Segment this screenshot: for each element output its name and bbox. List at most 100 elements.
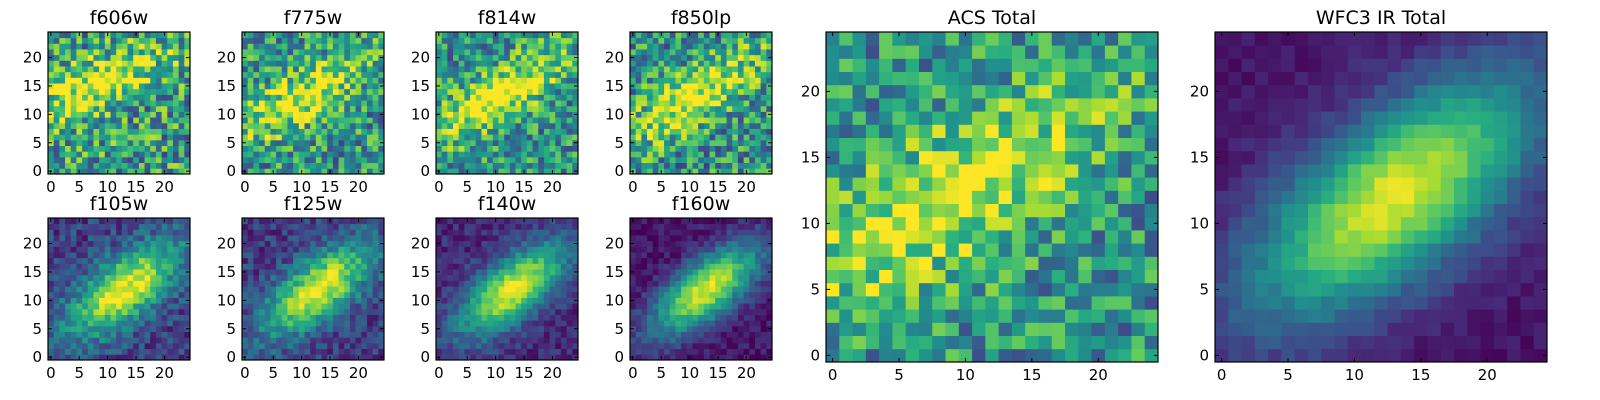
heatmap-cell <box>737 94 744 101</box>
heatmap-cell <box>144 111 151 118</box>
heatmap-cell <box>172 111 180 118</box>
heatmap-cell <box>133 229 140 236</box>
heatmap-cell <box>839 32 853 46</box>
heatmap-cell <box>104 223 111 230</box>
heatmap-cell <box>344 60 351 67</box>
heatmap-cell <box>1011 269 1026 284</box>
heatmap-cell <box>104 134 111 141</box>
heatmap-cell <box>766 128 773 135</box>
heatmap-cell <box>481 342 488 350</box>
heatmap-cell <box>310 235 317 242</box>
heatmap-cell <box>664 94 671 101</box>
heatmap-cell <box>1104 256 1119 270</box>
heatmap-cell <box>498 71 505 78</box>
heatmap-cell <box>532 291 539 298</box>
heatmap-cell <box>1051 32 1066 46</box>
heatmap-cell <box>259 139 266 146</box>
heatmap-cell <box>167 145 174 152</box>
heatmap-cell <box>566 320 573 327</box>
heatmap-cell <box>127 111 134 118</box>
heatmap-cell <box>127 49 134 56</box>
heatmap-cell <box>918 243 933 257</box>
heatmap-cell <box>703 100 710 107</box>
heatmap-cell <box>720 60 727 67</box>
heatmap-cell <box>686 37 693 44</box>
heatmap-cell <box>259 77 266 84</box>
heatmap-cell <box>1104 84 1119 99</box>
heatmap-cell <box>59 60 66 67</box>
heatmap-cell <box>82 88 89 95</box>
heatmap-cell <box>572 77 579 84</box>
heatmap-cell <box>492 122 499 129</box>
heatmap-cell <box>1144 177 1159 191</box>
heatmap-cell <box>366 274 374 281</box>
heatmap-cell <box>709 128 716 135</box>
y-tick-label: 5 <box>810 280 820 298</box>
heatmap-cell <box>664 37 671 44</box>
heatmap-cell <box>1091 137 1106 152</box>
heatmap-cell <box>686 77 693 84</box>
y-tick-label: 10 <box>23 291 42 309</box>
heatmap-cell <box>144 252 151 259</box>
heatmap-cell <box>338 257 345 264</box>
heatmap-cell <box>945 216 960 231</box>
heatmap-cell <box>436 100 443 107</box>
heatmap-cell <box>1065 296 1079 310</box>
heatmap-cell <box>566 66 573 73</box>
heatmap-cell <box>184 263 191 270</box>
heatmap-cell <box>76 320 83 327</box>
heatmap-cell <box>1011 335 1026 350</box>
x-tick-label: 15 <box>126 178 145 196</box>
heatmap-cell <box>121 156 128 164</box>
heatmap-cell <box>247 257 254 264</box>
heatmap-cell <box>703 128 710 135</box>
heatmap-cell <box>464 291 471 298</box>
heatmap-cell <box>366 314 374 321</box>
heatmap-cell <box>338 235 345 242</box>
heatmap-cell <box>247 54 254 61</box>
heatmap-cell <box>378 218 385 225</box>
heatmap-cell <box>298 320 305 327</box>
heatmap-cell <box>839 230 853 244</box>
heatmap-cell <box>349 314 356 321</box>
heatmap-cell <box>498 331 505 338</box>
heatmap-cell <box>509 291 516 298</box>
heatmap-cell <box>276 128 283 135</box>
heatmap-cell <box>161 145 168 152</box>
heatmap-cell <box>93 37 100 44</box>
heatmap-cell <box>321 156 328 164</box>
heatmap-cell <box>560 348 568 355</box>
heatmap-cell <box>1025 150 1039 165</box>
heatmap-cell <box>972 256 986 270</box>
heatmap-cell <box>161 303 168 310</box>
heatmap-cell <box>242 88 249 95</box>
heatmap-cell <box>315 246 322 253</box>
heatmap-cell <box>338 139 345 146</box>
heatmap-cell <box>839 256 853 270</box>
heatmap-cell <box>972 309 986 323</box>
heatmap-cell <box>498 145 505 152</box>
heatmap-cell <box>475 60 482 67</box>
heatmap-cell <box>361 223 368 230</box>
heatmap-cell <box>133 105 140 112</box>
heatmap-cell <box>344 88 351 95</box>
heatmap-cell <box>686 117 693 124</box>
heatmap-cell <box>321 122 328 129</box>
heatmap-cell <box>538 320 545 327</box>
heatmap-cell <box>532 66 539 73</box>
heatmap-cell <box>521 60 528 67</box>
heatmap-cell <box>464 83 471 90</box>
heatmap-cell <box>167 218 174 225</box>
heatmap-cell <box>1091 124 1106 138</box>
heatmap-cell <box>1051 296 1066 310</box>
heatmap-cell <box>110 134 117 141</box>
heatmap-cell <box>276 117 283 124</box>
heatmap-cell <box>492 325 499 332</box>
heatmap-cell <box>1078 124 1092 138</box>
heatmap-cell <box>1025 164 1039 178</box>
heatmap-cell <box>749 151 756 158</box>
heatmap-cell <box>110 286 117 293</box>
heatmap-cell <box>133 337 140 344</box>
heatmap-cell <box>487 151 494 158</box>
heatmap-cell <box>918 190 933 204</box>
